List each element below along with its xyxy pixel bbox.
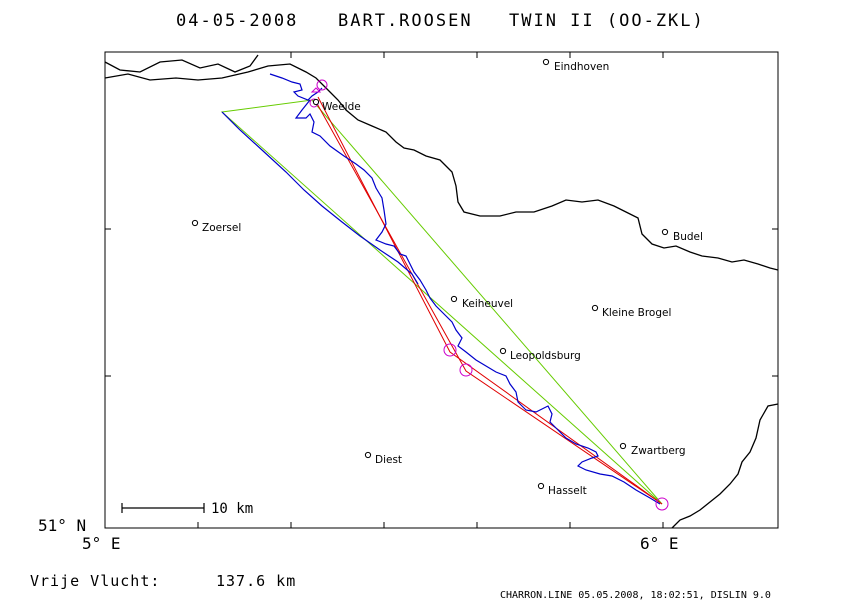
turnpoint-keiheuvel [443, 343, 457, 357]
place-budel: Budel [661, 228, 703, 243]
axis-ticks [105, 52, 778, 528]
scale-bar-label: 10 km [211, 501, 253, 517]
svg-text:Budel: Budel [673, 231, 703, 243]
turnpoint-leopoldsburg [459, 363, 473, 377]
turnpoint-finish [655, 497, 669, 511]
place-diest: Diest [364, 451, 402, 466]
place-zoersel: Zoersel [191, 219, 241, 234]
place-weelde: Weelde [312, 98, 361, 113]
footer-info: CHARRON.LINE 05.05.2008, 18:02:51, DISLI… [500, 590, 771, 601]
scale-bar: 10 km [121, 501, 253, 517]
place-eindhoven: Eindhoven [542, 58, 609, 73]
place-hasselt: Hasselt [537, 482, 587, 497]
svg-text:Leopoldsburg: Leopoldsburg [510, 350, 581, 362]
turnpoint-marker [310, 87, 322, 93]
longitude-label-6e: 6° E [640, 534, 679, 553]
turnpoints [309, 79, 669, 511]
flight-distance: 137.6 km [216, 572, 296, 590]
place-leopoldsburg: Leopoldsburg [499, 347, 581, 362]
svg-text:Zoersel: Zoersel [202, 222, 241, 234]
svg-text:Zwartberg: Zwartberg [631, 445, 686, 457]
svg-text:Diest: Diest [375, 454, 402, 466]
turnpoint-start [316, 79, 328, 91]
flight-track [221, 73, 661, 505]
country-border [104, 54, 779, 529]
pilot-name: BART.ROOSEN [338, 11, 473, 31]
svg-text:Eindhoven: Eindhoven [554, 61, 609, 73]
place-kleine-brogel: Kleine Brogel [591, 304, 671, 319]
flight-type-label: Vrije Vlucht: [30, 572, 160, 590]
place-markers: Eindhoven Weelde Budel Zoersel Keiheuvel… [191, 58, 703, 497]
glider-name: TWIN II (OO-ZKL) [509, 11, 705, 31]
place-keiheuvel: Keiheuvel [450, 295, 513, 310]
svg-text:Weelde: Weelde [322, 101, 361, 113]
task-lines [314, 96, 663, 505]
map-frame [104, 51, 779, 529]
triangle-route [220, 99, 663, 505]
svg-text:Keiheuvel: Keiheuvel [462, 298, 513, 310]
longitude-label-5e: 5° E [82, 534, 121, 553]
latitude-label: 51° N [38, 516, 86, 535]
svg-text:Hasselt: Hasselt [548, 485, 587, 497]
svg-text:Kleine Brogel: Kleine Brogel [602, 307, 671, 319]
place-zwartberg: Zwartberg [619, 442, 686, 457]
flight-date: 04-05-2008 [176, 11, 298, 31]
